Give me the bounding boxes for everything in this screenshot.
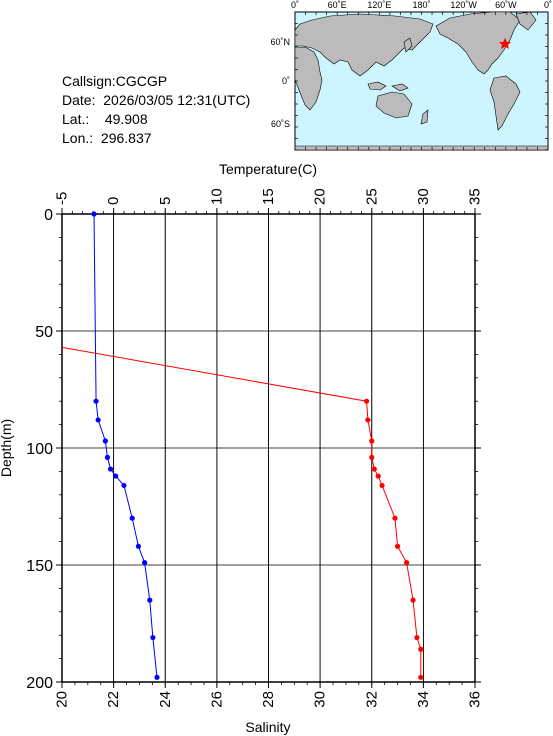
top-axis-tick-label: 0 xyxy=(105,197,122,205)
temperature-point xyxy=(102,438,108,444)
bottom-axis-tick-label: 34 xyxy=(415,691,432,708)
salinity-point xyxy=(418,646,424,652)
bottom-axis-tick-label: 28 xyxy=(260,691,277,708)
salinity-point xyxy=(363,398,370,404)
station-marker-star xyxy=(499,38,511,49)
land-greenland xyxy=(515,11,537,31)
temperature-point xyxy=(135,543,142,549)
temperature-point xyxy=(104,454,111,460)
salinity-point xyxy=(418,674,424,680)
map-top-tick-label: 0˚ xyxy=(291,0,299,10)
salinity-point xyxy=(414,634,420,641)
land-africa xyxy=(294,46,323,111)
callsign-value: CGCGP xyxy=(115,73,168,89)
salinity-point xyxy=(375,473,381,479)
land-australia xyxy=(375,91,413,119)
salinity-point xyxy=(392,515,398,521)
temperature-point xyxy=(93,398,99,404)
land-south-america xyxy=(489,75,521,131)
map-top-tick-label: 180˚ xyxy=(412,0,430,10)
y-axis-tick-label: 50 xyxy=(35,324,53,341)
y-axis-tick-label: 0 xyxy=(44,207,53,224)
lon-label: Lon.: xyxy=(62,130,94,146)
temperature-point xyxy=(147,597,153,603)
map-left-tick-label: 0˚ xyxy=(282,76,290,86)
callsign-row: Callsign:CGCGP xyxy=(62,72,250,91)
salinity-point xyxy=(369,438,375,444)
top-axis-tick-label: 30 xyxy=(415,188,432,205)
map-top-tick-label: 0˚ xyxy=(544,0,552,10)
bottom-axis-tick-label: 36 xyxy=(467,691,484,708)
top-axis-tick-label: 5 xyxy=(157,197,174,205)
temperature-point xyxy=(154,674,160,680)
map-top-tick-label: 60˚E xyxy=(328,0,347,10)
salinity-point xyxy=(369,454,375,460)
map-left-tick-label: 60˚N xyxy=(270,37,290,47)
salinity-point xyxy=(403,560,410,566)
station-marker xyxy=(499,38,511,49)
temperature-point xyxy=(129,515,135,521)
bottom-axis-tick-label: 32 xyxy=(363,691,380,708)
station-info: Callsign:CGCGP Date: 2026/03/05 12:31(UT… xyxy=(62,72,250,148)
top-axis-tick-label: -5 xyxy=(54,192,71,205)
land-japan xyxy=(403,37,413,53)
top-axis-title: Temperature(C) xyxy=(219,161,317,177)
land-new-zealand xyxy=(420,109,429,125)
salinity-line xyxy=(61,346,422,678)
land-indonesia xyxy=(367,81,387,91)
lon-value: 296.837 xyxy=(100,130,152,146)
salinity-point xyxy=(371,466,377,472)
salinity-point xyxy=(394,543,401,549)
bottom-axis-tick-label: 24 xyxy=(157,691,174,708)
y-axis-tick-label: 150 xyxy=(26,558,53,575)
date-row: Date: 2026/03/05 12:31(UTC) xyxy=(62,91,250,110)
y-axis-title: Depth(m) xyxy=(0,419,14,477)
top-axis-tick-label: 20 xyxy=(312,188,329,205)
bottom-axis-tick-label: 20 xyxy=(54,691,71,708)
temperature-point xyxy=(142,560,148,566)
top-axis-tick-label: 25 xyxy=(363,188,380,205)
map-top-tick-label: 60˚W xyxy=(495,0,517,10)
lat-value: 49.908 xyxy=(104,111,148,127)
y-axis-tick-label: 200 xyxy=(26,675,53,692)
lat-label: Lat.: xyxy=(62,111,90,127)
bottom-axis-tick-label: 30 xyxy=(312,691,329,708)
salinity-point xyxy=(410,597,416,603)
temperature-point xyxy=(113,473,119,479)
bottom-axis-tick-label: 22 xyxy=(105,691,122,708)
callsign-label: Callsign: xyxy=(62,73,116,89)
salinity-point xyxy=(365,417,371,423)
lat-row: Lat.: 49.908 xyxy=(62,110,250,129)
temperature-point xyxy=(150,634,156,641)
top-axis-tick-label: 35 xyxy=(467,188,484,205)
land-eurasia xyxy=(294,13,434,77)
temperature-point xyxy=(121,482,127,489)
bottom-axis-title: Salinity xyxy=(245,719,290,735)
salinity-point xyxy=(379,482,385,489)
bottom-axis-tick-label: 26 xyxy=(208,691,225,708)
temperature-line xyxy=(93,213,158,678)
map-left-tick-label: 60˚S xyxy=(271,119,290,129)
land-new-guinea xyxy=(391,83,409,92)
temperature-point xyxy=(95,417,101,423)
top-axis-tick-label: 10 xyxy=(208,188,225,205)
date-label: Date: xyxy=(62,92,96,108)
temperature-point xyxy=(107,466,114,472)
chart-grid xyxy=(61,213,476,683)
lon-row: Lon.: 296.837 xyxy=(62,129,250,148)
y-axis-tick-label: 100 xyxy=(26,441,53,458)
map-top-tick-label: 120˚E xyxy=(367,0,391,10)
map-top-tick-label: 120˚W xyxy=(450,0,477,10)
top-axis-tick-label: 15 xyxy=(260,188,277,205)
world-map: 0˚ 60˚E 120˚E 180˚ 120˚W 60˚W 0˚ 60˚N 0˚ 60˚S xyxy=(270,0,552,151)
temperature-point xyxy=(91,211,97,217)
date-value: 2026/03/05 12:31(UTC) xyxy=(103,92,251,108)
